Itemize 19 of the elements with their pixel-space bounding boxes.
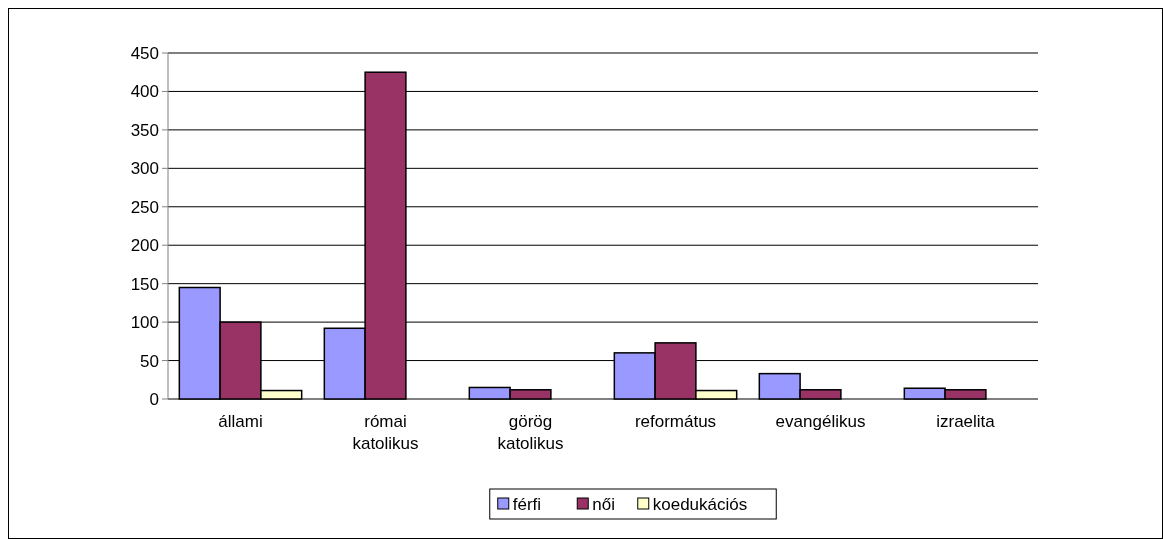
x-tick-label: evangélikus: [775, 412, 866, 431]
y-tick-label: 400: [130, 82, 159, 102]
y-tick-label: 450: [130, 43, 159, 63]
legend-label: koedukációs: [652, 494, 748, 514]
x-tick-label: görög katolikus: [497, 412, 564, 453]
legend-label: női: [592, 494, 615, 514]
legend-label: férfi: [512, 494, 542, 514]
x-tick-label: állami: [218, 412, 263, 431]
x-tick-label: református: [634, 412, 717, 431]
y-tick-label: 100: [130, 313, 159, 333]
y-tick-label: 350: [130, 120, 159, 140]
y-tick-label: 50: [140, 351, 159, 371]
y-tick-label: 150: [130, 274, 159, 294]
y-tick-label: 300: [130, 159, 159, 179]
y-tick-label: 200: [130, 236, 159, 256]
x-tick-label: római katolikus: [352, 412, 419, 453]
y-tick-label: 250: [130, 197, 159, 217]
y-tick-label: 0: [149, 389, 159, 409]
x-tick-label: izraelita: [936, 412, 996, 431]
